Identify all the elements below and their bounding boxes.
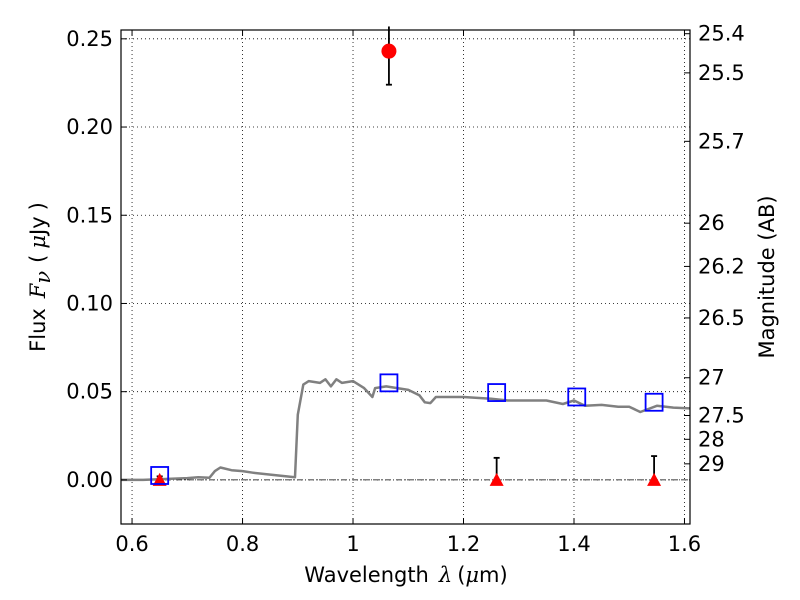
grid-lines	[121, 30, 690, 524]
right-tick-label: 27	[698, 366, 725, 390]
right-tick-label: 25.4	[698, 22, 745, 46]
axis-ticks	[121, 30, 690, 524]
y-tick-label: 0.15	[66, 203, 113, 227]
detection-point	[381, 43, 397, 59]
x-tick-label: 1.6	[668, 532, 701, 556]
model-flux-square	[379, 373, 399, 393]
sed-curve	[121, 378, 691, 482]
model-flux-square	[567, 387, 587, 407]
right-tick-label: 26.2	[698, 254, 745, 278]
upper-limit-triangle	[647, 472, 662, 486]
x-tick-label: 0.8	[226, 532, 259, 556]
model-flux-square	[150, 466, 170, 485]
tick-labels: 0.6 0.8 1 1.2 1.4 1.6 0.00 0.05 0.10 0.15 0.20 0.25…	[66, 22, 745, 556]
y-tick-label: 0.10	[66, 291, 113, 315]
y-axis-label-right: Magnitude (AB)	[755, 195, 779, 358]
upper-limit-triangle	[152, 472, 167, 486]
right-tick-label: 26	[698, 211, 725, 235]
model-flux-square	[487, 383, 507, 402]
plot-frame	[120, 29, 691, 525]
x-tick-label: 1.2	[447, 532, 480, 556]
x-tick-label: 0.6	[115, 532, 148, 556]
right-tick-label: 29	[698, 452, 725, 476]
y-tick-label: 0.25	[66, 27, 113, 51]
x-axis-label: Wavelength λ (μm)	[304, 563, 507, 587]
x-tick-label: 1	[346, 532, 359, 556]
right-tick-label: 25.5	[698, 61, 745, 85]
x-tick-label: 1.4	[557, 532, 590, 556]
upper-limit-triangle	[489, 472, 504, 486]
y-tick-label: 0.20	[66, 115, 113, 139]
right-tick-label: 28	[698, 427, 725, 451]
model-spectrum	[121, 378, 691, 482]
right-tick-label: 26.5	[698, 306, 745, 330]
y-axis-label: FluxFν(μJy)	[26, 202, 55, 352]
y-tick-label: 0.00	[66, 468, 113, 492]
y-tick-label: 0.05	[66, 380, 113, 404]
right-tick-label: 25.7	[698, 129, 745, 153]
model-flux-square	[644, 392, 664, 412]
right-tick-label: 27.5	[698, 403, 745, 427]
data-markers	[150, 26, 664, 486]
